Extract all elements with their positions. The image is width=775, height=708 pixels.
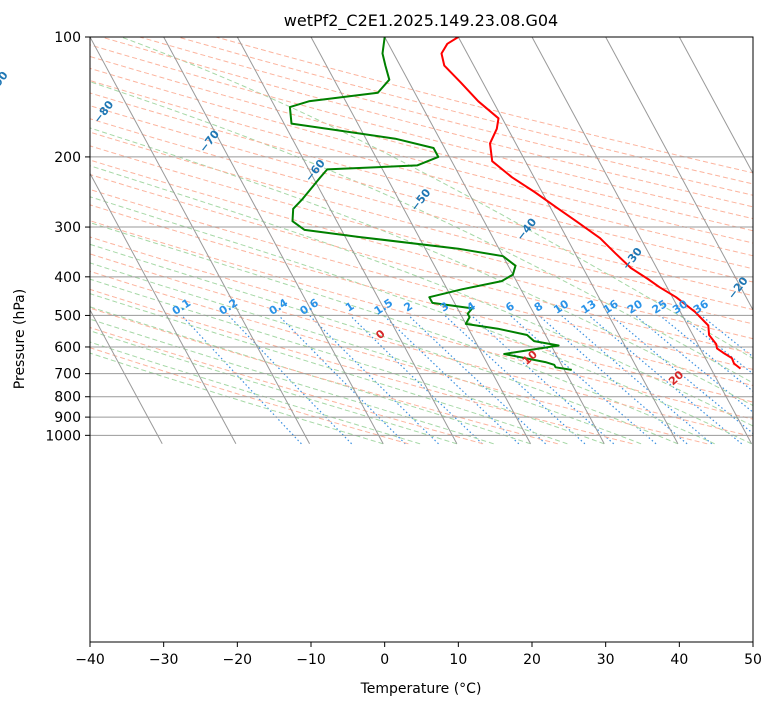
chart-title: wetPf2_C2E1.2025.149.23.08.G04 — [284, 11, 558, 31]
isotherm-line — [236, 37, 458, 445]
dry-adiabat-line — [90, 307, 558, 445]
mixing-ratio-line — [228, 314, 353, 445]
dry-adiabat-line — [90, 326, 484, 445]
moist-adiabat-lines — [90, 37, 753, 445]
mixing-ratio-line — [700, 314, 753, 358]
x-tick-label: 40 — [670, 652, 688, 668]
plot-frame — [89, 36, 754, 643]
y-tick-label: 600 — [54, 340, 81, 356]
mixing-ratio-line — [181, 314, 302, 445]
dewpoint-profile-line — [288, 37, 572, 371]
x-tick-label: 50 — [744, 652, 762, 668]
mixing-ratio-line — [588, 314, 743, 445]
moist-adiabat-line — [90, 196, 752, 445]
moist-adiabat-line — [90, 81, 753, 384]
isotherm-line — [90, 308, 163, 445]
moist-adiabat-line — [90, 318, 494, 445]
isotherm-line — [90, 172, 237, 445]
mixing-ratio-line — [610, 314, 753, 435]
dry-adiabat-line — [90, 204, 753, 387]
x-tick-label: −40 — [75, 652, 105, 668]
isobar-gridlines — [90, 37, 753, 436]
mixing-ratio-line — [309, 314, 439, 445]
isotherm-line — [457, 37, 679, 445]
x-tick-label: 20 — [523, 652, 541, 668]
temperature-profile-line — [440, 37, 742, 370]
moist-adiabat-line — [90, 222, 715, 445]
x-tick-label: 10 — [449, 652, 467, 668]
x-tick-label: 30 — [597, 652, 615, 668]
dry-adiabat-line — [101, 37, 753, 208]
isotherm-line — [605, 37, 753, 312]
mixing-ratio-lines — [181, 314, 753, 445]
moist-adiabat-line — [90, 352, 384, 445]
dry-adiabat-line — [90, 236, 753, 420]
isotherm-line — [678, 37, 753, 175]
isotherm-line — [384, 37, 605, 445]
profile-lines — [288, 37, 742, 371]
x-tick-label: −30 — [149, 652, 179, 668]
y-tick-label: 200 — [54, 150, 81, 166]
moist-adiabat-line — [90, 341, 421, 445]
moist-adiabat-line — [90, 278, 605, 445]
y-tick-label: 400 — [54, 270, 81, 286]
moist-adiabat-line — [90, 165, 753, 427]
moist-adiabat-line — [90, 127, 753, 407]
x-tick-label: −10 — [296, 652, 326, 668]
x-axis-label: Temperature (°C) — [360, 681, 482, 697]
x-tick-label: −20 — [223, 652, 253, 668]
moist-adiabat-line — [90, 306, 531, 445]
y-tick-label: 500 — [54, 308, 81, 324]
isotherm-line — [163, 37, 384, 445]
isotherm-line — [310, 37, 531, 445]
isotherm-line — [531, 37, 752, 445]
y-tick-label: 900 — [54, 410, 81, 426]
isotherm-line — [90, 37, 310, 445]
y-tick-label: 700 — [54, 367, 81, 383]
mixing-ratio-line — [538, 314, 688, 445]
dry-adiabat-line — [90, 270, 708, 445]
dry-adiabat-line — [90, 174, 753, 355]
x-tick-label: 0 — [380, 652, 389, 668]
mixing-ratio-line — [561, 314, 713, 445]
x-axis-ticks: −40 −30 −20 −10 0 10 20 30 40 50 — [75, 642, 762, 668]
y-axis-ticks: 100 200 300 400 500 600 700 800 900 1000 — [45, 30, 90, 444]
moist-adiabat-line — [90, 262, 642, 445]
mixing-ratio-line — [470, 314, 615, 445]
isotherm-lines — [90, 37, 753, 445]
y-tick-label: 800 — [54, 390, 81, 406]
mixing-ratio-line — [634, 314, 753, 413]
mixing-ratio-line — [383, 314, 520, 445]
mixing-ratio-line — [408, 314, 547, 445]
y-axis-label: Pressure (hPa) — [12, 289, 28, 389]
moist-adiabat-line — [90, 243, 679, 445]
moist-adiabat-line — [90, 330, 458, 445]
y-tick-label: 100 — [54, 30, 81, 46]
moist-adiabat-label: −90 — [0, 69, 11, 97]
y-tick-label: 1000 — [45, 428, 81, 444]
y-tick-label: 300 — [54, 220, 81, 236]
moist-adiabat-line — [90, 293, 568, 445]
